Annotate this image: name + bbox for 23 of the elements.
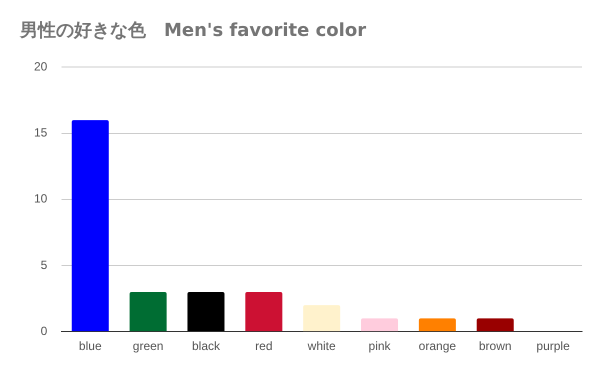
x-tick-label: brown <box>478 339 512 354</box>
x-tick-label: red <box>255 339 272 354</box>
bar <box>72 120 109 332</box>
bar <box>476 318 514 332</box>
x-tick-label: black <box>192 339 221 354</box>
bar <box>245 292 282 332</box>
x-tick-label: orange <box>418 339 456 354</box>
bar <box>418 318 456 332</box>
y-tick-label: 0 <box>40 324 48 338</box>
x-tick-label: purple <box>536 339 570 354</box>
y-tick-label: 20 <box>34 60 48 74</box>
x-tick-label: blue <box>78 339 102 354</box>
x-tick-label: green <box>132 339 164 354</box>
bar <box>303 305 340 332</box>
x-tick-label: white <box>306 339 336 354</box>
y-tick-label: 15 <box>34 126 48 140</box>
y-tick-label: 5 <box>40 258 48 272</box>
bar <box>361 318 398 332</box>
y-tick-label: 10 <box>34 192 48 206</box>
x-tick-label: pink <box>368 339 392 354</box>
chart-title: 男性の好きな色 Men's favorite color <box>20 19 366 42</box>
bar <box>130 292 167 332</box>
bar <box>187 292 224 332</box>
